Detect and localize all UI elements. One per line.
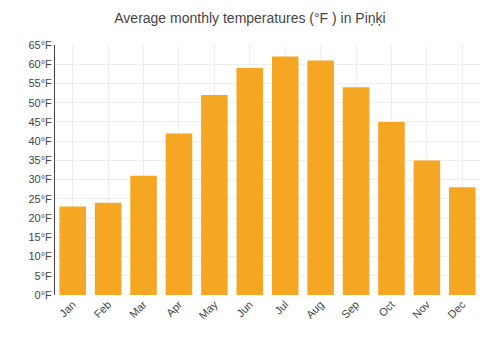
svg-text:15°F: 15°F (28, 231, 52, 243)
svg-text:Sep: Sep (339, 298, 361, 320)
svg-text:Jul: Jul (272, 298, 290, 316)
svg-text:50°F: 50°F (28, 97, 52, 109)
svg-text:45°F: 45°F (28, 116, 52, 128)
svg-text:Feb: Feb (92, 298, 114, 320)
svg-text:35°F: 35°F (28, 154, 52, 166)
svg-text:25°F: 25°F (28, 193, 52, 205)
svg-text:40°F: 40°F (28, 135, 52, 147)
svg-text:5°F: 5°F (35, 270, 53, 282)
svg-text:Jan: Jan (57, 298, 78, 319)
svg-text:Mar: Mar (127, 298, 149, 320)
svg-text:60°F: 60°F (28, 58, 52, 70)
svg-text:Jun: Jun (234, 298, 255, 319)
svg-text:Nov: Nov (410, 298, 433, 321)
svg-text:Average monthly temperatures (: Average monthly temperatures (°F ) in Pi… (114, 10, 385, 26)
svg-text:May: May (197, 298, 221, 322)
svg-text:Aug: Aug (304, 298, 326, 320)
svg-text:20°F: 20°F (28, 212, 52, 224)
svg-text:65°F: 65°F (28, 39, 52, 51)
svg-text:0°F: 0°F (35, 289, 53, 301)
svg-text:Apr: Apr (164, 298, 185, 319)
svg-text:10°F: 10°F (28, 250, 52, 262)
svg-text:30°F: 30°F (28, 173, 52, 185)
svg-text:Oct: Oct (376, 298, 397, 319)
svg-text:Dec: Dec (445, 298, 468, 321)
svg-text:55°F: 55°F (28, 77, 52, 89)
